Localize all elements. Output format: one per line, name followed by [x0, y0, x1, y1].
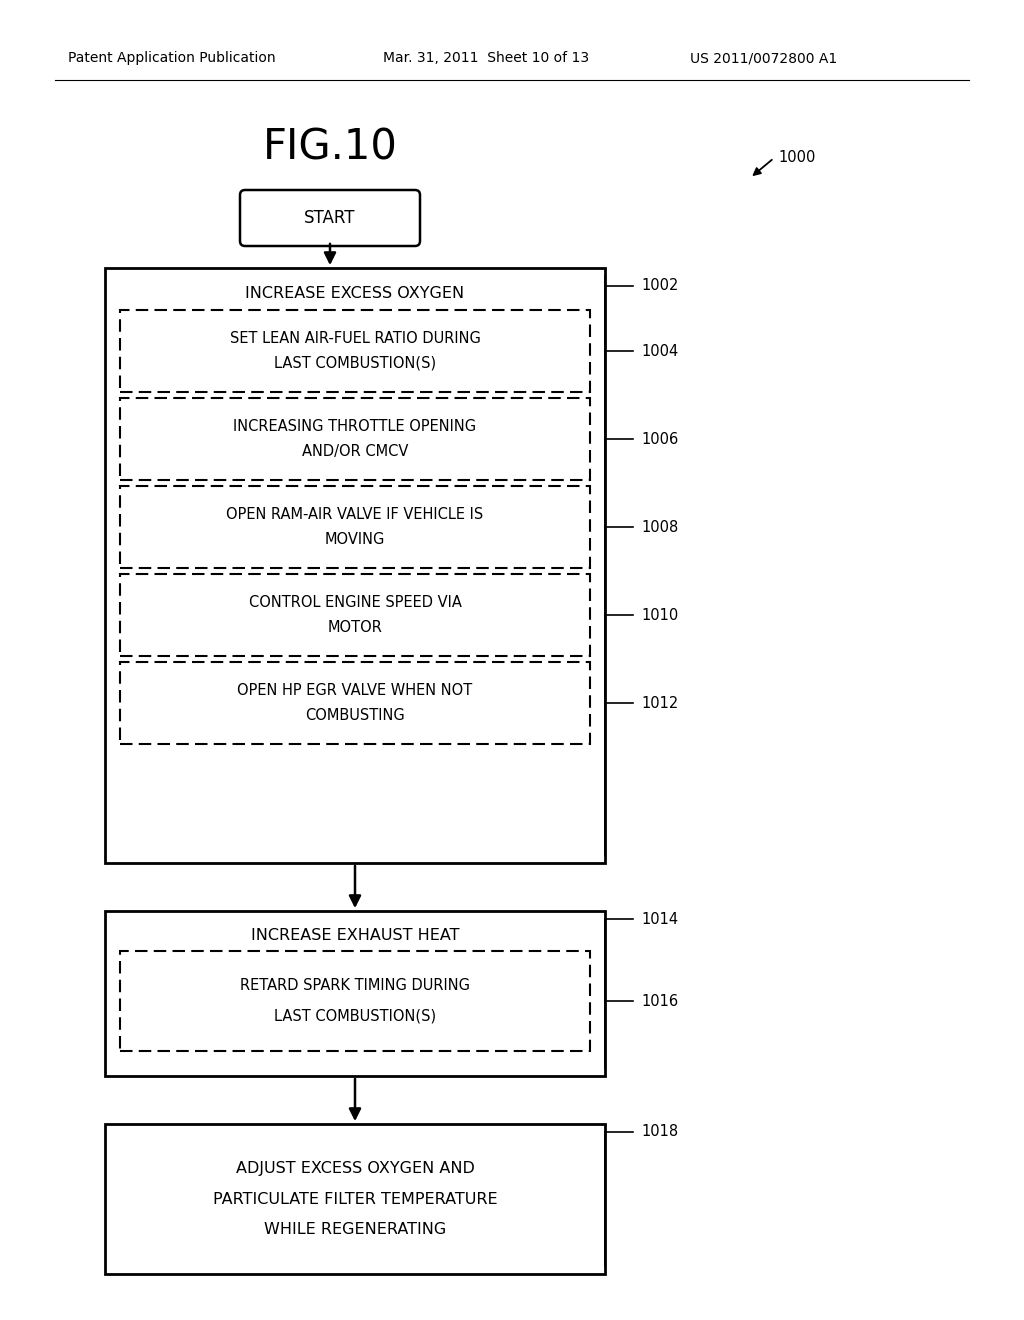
Text: MOTOR: MOTOR [328, 620, 382, 635]
Text: 1000: 1000 [778, 150, 815, 165]
Text: US 2011/0072800 A1: US 2011/0072800 A1 [690, 51, 838, 65]
Text: ADJUST EXCESS OXYGEN AND: ADJUST EXCESS OXYGEN AND [236, 1162, 474, 1176]
Bar [105, 268, 605, 863]
Text: 1004: 1004 [641, 343, 678, 359]
Text: RETARD SPARK TIMING DURING: RETARD SPARK TIMING DURING [240, 978, 470, 994]
Text: 1002: 1002 [641, 279, 678, 293]
Text: START: START [304, 209, 355, 227]
Text: INCREASING THROTTLE OPENING: INCREASING THROTTLE OPENING [233, 420, 476, 434]
Text: COMBUSTING: COMBUSTING [305, 708, 404, 723]
Text: 1006: 1006 [641, 432, 678, 446]
Text: OPEN RAM-AIR VALVE IF VEHICLE IS: OPEN RAM-AIR VALVE IF VEHICLE IS [226, 507, 483, 523]
Text: 1018: 1018 [641, 1125, 678, 1139]
Bar [105, 1125, 605, 1274]
Text: LAST COMBUSTION(S): LAST COMBUSTION(S) [274, 1008, 436, 1023]
Bar [120, 486, 590, 568]
Text: 1010: 1010 [641, 607, 678, 623]
Text: 1016: 1016 [641, 994, 678, 1008]
Text: SET LEAN AIR-FUEL RATIO DURING: SET LEAN AIR-FUEL RATIO DURING [229, 331, 480, 346]
Text: WHILE REGENERATING: WHILE REGENERATING [264, 1221, 446, 1237]
FancyBboxPatch shape [240, 190, 420, 246]
Bar [120, 310, 590, 392]
Text: Mar. 31, 2011  Sheet 10 of 13: Mar. 31, 2011 Sheet 10 of 13 [383, 51, 589, 65]
Bar [120, 574, 590, 656]
Text: LAST COMBUSTION(S): LAST COMBUSTION(S) [274, 356, 436, 371]
Bar [120, 399, 590, 480]
Text: INCREASE EXHAUST HEAT: INCREASE EXHAUST HEAT [251, 928, 459, 942]
Text: MOVING: MOVING [325, 532, 385, 546]
Text: OPEN HP EGR VALVE WHEN NOT: OPEN HP EGR VALVE WHEN NOT [238, 684, 473, 698]
Bar [120, 663, 590, 744]
Text: 1014: 1014 [641, 912, 678, 927]
Text: AND/OR CMCV: AND/OR CMCV [302, 444, 409, 459]
Bar [120, 950, 590, 1051]
Text: INCREASE EXCESS OXYGEN: INCREASE EXCESS OXYGEN [246, 286, 465, 301]
Text: PARTICULATE FILTER TEMPERATURE: PARTICULATE FILTER TEMPERATURE [213, 1192, 498, 1206]
Text: FIG.10: FIG.10 [262, 127, 397, 169]
Text: Patent Application Publication: Patent Application Publication [68, 51, 275, 65]
Bar [105, 911, 605, 1076]
Text: CONTROL ENGINE SPEED VIA: CONTROL ENGINE SPEED VIA [249, 595, 462, 610]
Text: 1012: 1012 [641, 696, 678, 710]
Text: 1008: 1008 [641, 520, 678, 535]
